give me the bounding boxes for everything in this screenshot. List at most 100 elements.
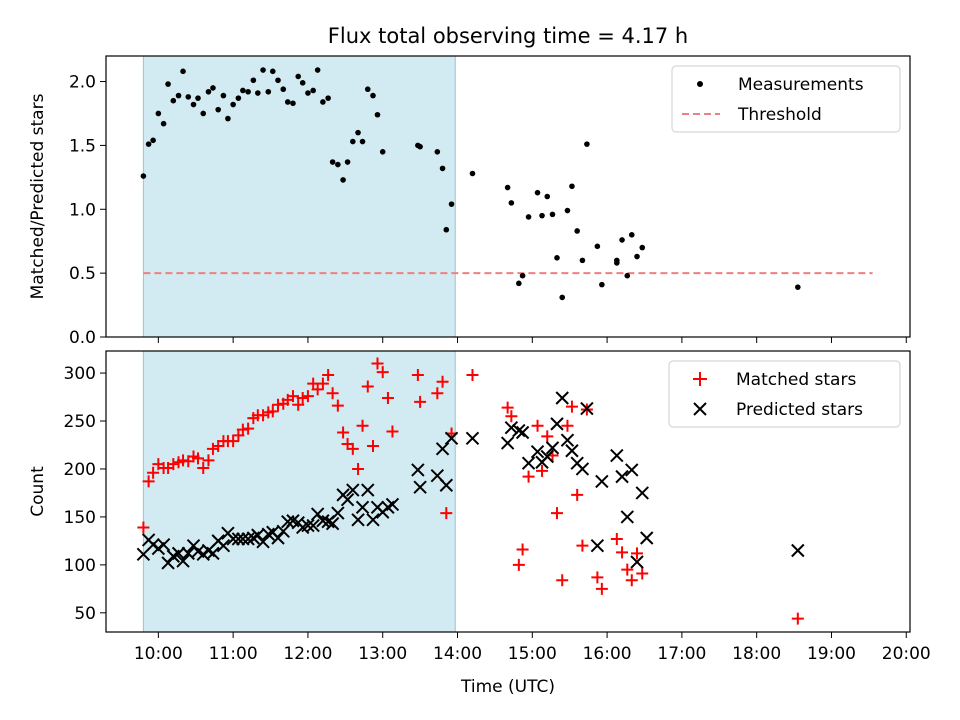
- y-tick-label: 100: [64, 556, 96, 576]
- matched-star-point: [466, 368, 479, 381]
- matched-star-point: [501, 401, 514, 414]
- measurement-point: [417, 143, 423, 150]
- matched-star-point: [356, 419, 369, 432]
- count-legend: Matched stars Predicted stars: [668, 360, 901, 428]
- matched-star-point: [621, 563, 634, 576]
- matched-star-point: [197, 462, 210, 475]
- measurement-point: [314, 67, 321, 73]
- measurement-point: [295, 73, 302, 80]
- measurement-point: [544, 193, 551, 200]
- measurement-point: [554, 255, 560, 261]
- matched-star-point: [571, 488, 584, 501]
- matched-star-point: [591, 571, 604, 584]
- measurement-point: [190, 101, 197, 108]
- measurement-point: [549, 211, 556, 218]
- measurement-point: [594, 243, 601, 250]
- predicted-star-point: [161, 556, 175, 570]
- measurement-point: [175, 92, 182, 99]
- predicted-star-point: [351, 513, 365, 527]
- predicted-star-point: [241, 532, 255, 546]
- measurement-point: [290, 100, 296, 107]
- ratio-panel: 0.0 0.5 1.0 1.5 2.0 Matched/Predicted stars M…: [28, 55, 911, 348]
- predicted-star-point: [206, 546, 220, 561]
- predicted-star-point: [276, 524, 290, 539]
- x-tick-label: 15:00: [508, 644, 557, 664]
- x-axis-label: Time (UTC): [460, 677, 555, 697]
- matched-star-point: [367, 439, 380, 452]
- matched-star-point: [361, 380, 374, 393]
- chart-title: Flux total observing time = 4.17 h: [328, 24, 688, 48]
- predicted-star-point: [271, 531, 285, 545]
- measurement-point: [165, 81, 171, 87]
- predicted-star-point: [281, 515, 295, 529]
- x-tick-label: 20:00: [882, 644, 931, 664]
- predicted-star-point: [310, 507, 325, 521]
- measurement-point: [619, 237, 625, 243]
- matched-star-point: [791, 612, 804, 625]
- measurement-point: [240, 87, 246, 94]
- predicted-star-point: [620, 510, 634, 524]
- predicted-star-point: [226, 532, 240, 546]
- measurement-point: [195, 95, 201, 101]
- legend-predicted-marker: [693, 402, 707, 416]
- measurement-point: [150, 137, 156, 144]
- predicted-star-point: [361, 483, 375, 497]
- predicted-star-point: [171, 546, 186, 561]
- predicted-star-point: [301, 518, 315, 533]
- predicted-star-point: [625, 463, 639, 477]
- count-y-axis-label: Count: [28, 466, 48, 517]
- predicted-star-point: [231, 532, 246, 546]
- matched-star-point: [316, 377, 329, 390]
- measurement-point: [155, 110, 162, 117]
- predicted-star-point: [340, 492, 355, 507]
- predicted-star-point: [595, 474, 609, 489]
- y-tick-label: 1.5: [69, 136, 96, 156]
- predicted-star-point: [635, 486, 649, 500]
- matched-star-point: [381, 391, 394, 404]
- measurement-point: [200, 110, 207, 117]
- predicted-star-point: [444, 431, 459, 445]
- measurement-point: [374, 111, 381, 118]
- x-tick-label: 14:00: [433, 644, 482, 664]
- matched-star-point: [595, 582, 608, 595]
- matched-star-point: [386, 425, 399, 438]
- x-tick-label: 18:00: [732, 644, 781, 664]
- measurement-point: [370, 92, 376, 99]
- measurement-point: [355, 129, 361, 136]
- measurement-point: [539, 212, 545, 219]
- measurement-point: [534, 189, 541, 196]
- measurement-point: [299, 80, 306, 86]
- measurement-point: [628, 232, 635, 238]
- matched-star-point: [167, 458, 180, 471]
- matched-star-point: [536, 464, 549, 477]
- measurement-point: [185, 94, 192, 100]
- measurement-point: [245, 88, 251, 95]
- matched-star-point: [311, 383, 324, 396]
- x-tick-label: 13:00: [358, 644, 407, 664]
- matched-star-point: [561, 419, 574, 432]
- legend-threshold-label: Threshold: [737, 105, 822, 125]
- predicted-star-point: [560, 433, 575, 447]
- matched-star-point: [531, 419, 544, 432]
- x-tick-label: 17:00: [657, 644, 706, 664]
- measurement-point: [335, 161, 341, 168]
- measurement-point: [255, 90, 261, 96]
- measurement-point: [215, 106, 221, 113]
- matched-star-point: [512, 558, 525, 571]
- predicted-star-point: [791, 543, 805, 558]
- matched-star-point: [550, 507, 563, 520]
- matched-star-point: [616, 546, 629, 559]
- measurement-point: [160, 120, 167, 127]
- y-tick-label: 0.5: [69, 264, 96, 284]
- measurement-point: [614, 260, 620, 266]
- predicted-star-point: [545, 441, 560, 455]
- predicted-star-point: [156, 538, 171, 552]
- predicted-star-point: [355, 500, 370, 515]
- measurement-point: [364, 86, 371, 93]
- y-tick-label: 200: [64, 460, 96, 480]
- predicted-star-point: [411, 463, 425, 477]
- predicted-star-point: [261, 527, 276, 541]
- matched-star-point: [202, 454, 215, 467]
- matched-star-point: [556, 574, 569, 587]
